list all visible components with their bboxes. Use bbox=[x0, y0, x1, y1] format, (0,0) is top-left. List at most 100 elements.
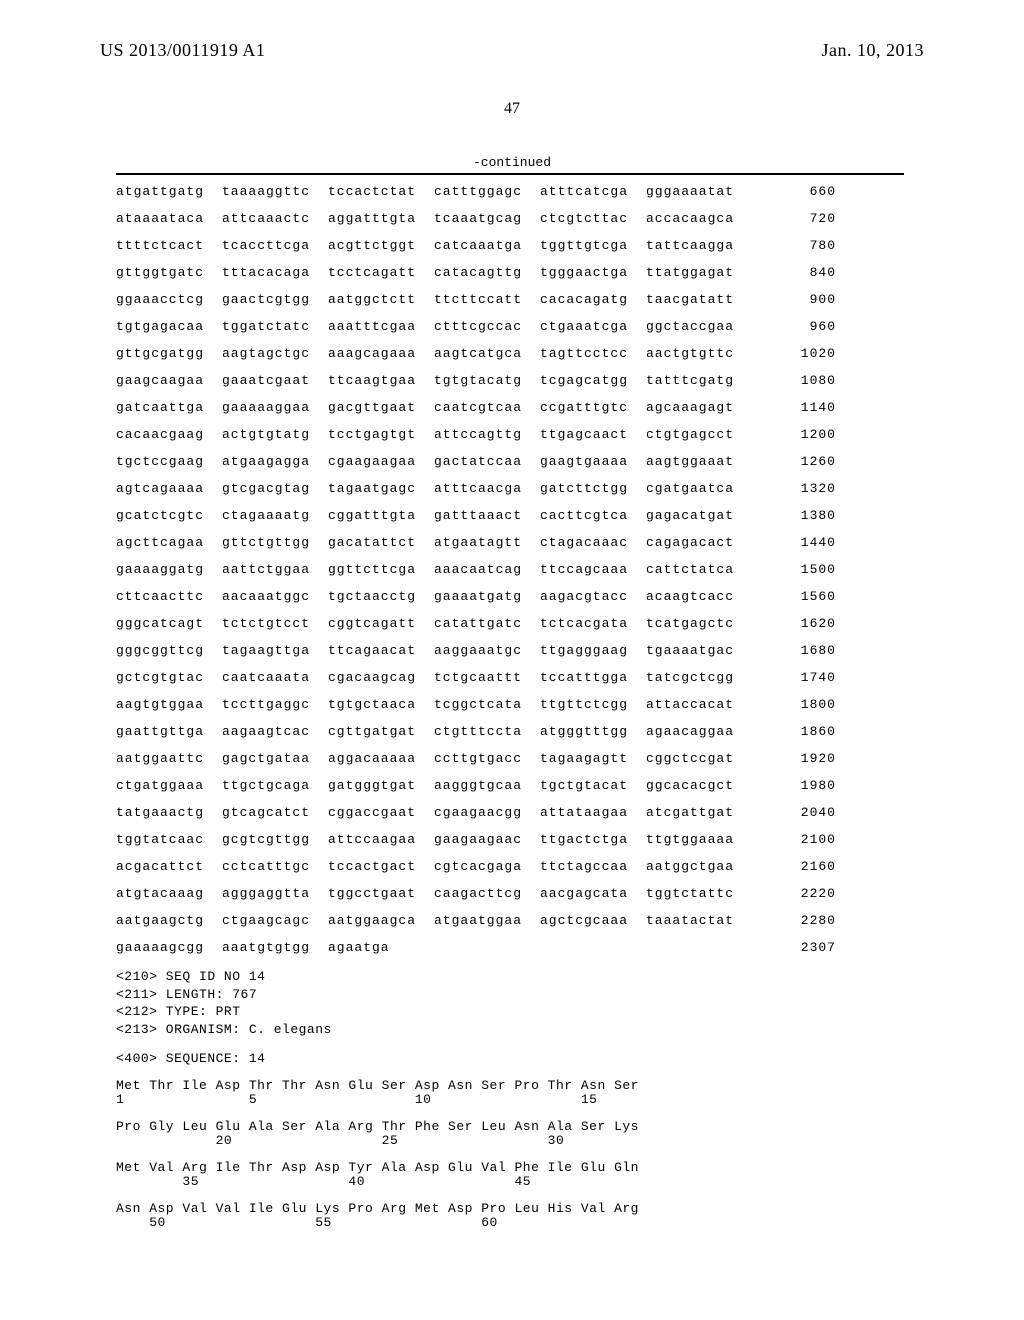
dna-groups: tggtatcaacgcgtcgttggattccaagaagaagaagaac… bbox=[116, 833, 756, 846]
protein-num-line: 50 55 60 bbox=[116, 1216, 904, 1229]
dna-groups: agtcagaaaagtcgacgtagtagaatgagcatttcaacga… bbox=[116, 482, 756, 495]
dna-position: 1260 bbox=[756, 455, 836, 468]
dna-position: 780 bbox=[756, 239, 836, 252]
dna-group: cgaagaagaa bbox=[328, 455, 434, 468]
dna-groups: aagtgtggaatccttgaggctgtgctaacatcggctcata… bbox=[116, 698, 756, 711]
meta-line: <213> ORGANISM: C. elegans bbox=[116, 1021, 904, 1039]
dna-group: tctctgtcct bbox=[222, 617, 328, 630]
dna-group: tggatctatc bbox=[222, 320, 328, 333]
dna-group: gggaaaatat bbox=[646, 185, 752, 198]
dna-group: cgaagaacgg bbox=[434, 806, 540, 819]
dna-row: gttgcgatggaagtagctgcaaagcagaaaaagtcatgca… bbox=[116, 347, 904, 360]
dna-group: aagaagtcac bbox=[222, 725, 328, 738]
dna-group: cacacagatg bbox=[540, 293, 646, 306]
dna-group: agcttcagaa bbox=[116, 536, 222, 549]
sequence-content: atgattgatgtaaaaggttctccactctatcatttggagc… bbox=[116, 185, 904, 1243]
protein-num-line: 1 5 10 15 bbox=[116, 1093, 904, 1106]
dna-groups: gggcatcagttctctgtcctcggtcagattcatattgatc… bbox=[116, 617, 756, 630]
dna-row: gttggtgatctttacacagatcctcagattcatacagttg… bbox=[116, 266, 904, 279]
dna-group: cgtcacgaga bbox=[434, 860, 540, 873]
publication-number: US 2013/0011919 A1 bbox=[100, 40, 265, 61]
dna-position: 2220 bbox=[756, 887, 836, 900]
dna-group bbox=[540, 941, 646, 954]
dna-group bbox=[646, 941, 752, 954]
protein-num-line: 35 40 45 bbox=[116, 1175, 904, 1188]
dna-position: 900 bbox=[756, 293, 836, 306]
dna-groups: gggcggttcgtagaagttgattcagaacataaggaaatgc… bbox=[116, 644, 756, 657]
rule-top bbox=[116, 173, 904, 175]
dna-group: tagaagagtt bbox=[540, 752, 646, 765]
dna-row: acgacattctcctcatttgctccactgactcgtcacgaga… bbox=[116, 860, 904, 873]
dna-group: gaattgttga bbox=[116, 725, 222, 738]
dna-groups: cttcaacttcaacaaatggctgctaacctggaaaatgatg… bbox=[116, 590, 756, 603]
dna-group: accacaagca bbox=[646, 212, 752, 225]
dna-group: acgttctggt bbox=[328, 239, 434, 252]
dna-group: cacaacgaag bbox=[116, 428, 222, 441]
dna-position: 1080 bbox=[756, 374, 836, 387]
dna-row: gatcaattgagaaaaaggaagacgttgaatcaatcgtcaa… bbox=[116, 401, 904, 414]
dna-group: ttgtggaaaa bbox=[646, 833, 752, 846]
dna-group: atgaagagga bbox=[222, 455, 328, 468]
dna-group: gacatattct bbox=[328, 536, 434, 549]
dna-group: aatggaagca bbox=[328, 914, 434, 927]
dna-position: 1020 bbox=[756, 347, 836, 360]
dna-group: atttcatcga bbox=[540, 185, 646, 198]
dna-groups: acgacattctcctcatttgctccactgactcgtcacgaga… bbox=[116, 860, 756, 873]
dna-group: attataagaa bbox=[540, 806, 646, 819]
dna-group: gcgtcgttgg bbox=[222, 833, 328, 846]
dna-group: tgaaaatgac bbox=[646, 644, 752, 657]
dna-group: ttgagcaact bbox=[540, 428, 646, 441]
dna-group: gatttaaact bbox=[434, 509, 540, 522]
dna-row: gcatctcgtcctagaaaatgcggatttgtagatttaaact… bbox=[116, 509, 904, 522]
dna-group: ataaaataca bbox=[116, 212, 222, 225]
dna-group: tagttcctcc bbox=[540, 347, 646, 360]
dna-groups: gctcgtgtaccaatcaaatacgacaagcagtctgcaattt… bbox=[116, 671, 756, 684]
dna-groups: ctgatggaaattgctgcagagatgggtgataagggtgcaa… bbox=[116, 779, 756, 792]
dna-group: gcatctcgtc bbox=[116, 509, 222, 522]
dna-group: aggatttgta bbox=[328, 212, 434, 225]
dna-row: aagtgtggaatccttgaggctgtgctaacatcggctcata… bbox=[116, 698, 904, 711]
dna-position: 1920 bbox=[756, 752, 836, 765]
dna-group: gttggtgatc bbox=[116, 266, 222, 279]
publication-date: Jan. 10, 2013 bbox=[822, 40, 925, 61]
dna-group: gatcttctgg bbox=[540, 482, 646, 495]
dna-row: tggtatcaacgcgtcgttggattccaagaagaagaagaac… bbox=[116, 833, 904, 846]
dna-row: aatgaagctgctgaagcagcaatggaagcaatgaatggaa… bbox=[116, 914, 904, 927]
dna-group: tcctcagatt bbox=[328, 266, 434, 279]
dna-group: aaatttcgaa bbox=[328, 320, 434, 333]
dna-group: gacgttgaat bbox=[328, 401, 434, 414]
dna-row: gaaaaagcggaaatgtgtggagaatga2307 bbox=[116, 941, 904, 954]
dna-group: ggcacacgct bbox=[646, 779, 752, 792]
dna-group: aagacgtacc bbox=[540, 590, 646, 603]
dna-groups: atgtacaaagagggaggttatggcctgaatcaagacttcg… bbox=[116, 887, 756, 900]
meta-line: <210> SEQ ID NO 14 bbox=[116, 968, 904, 986]
dna-group: tgctaacctg bbox=[328, 590, 434, 603]
dna-row: ggaaacctcggaactcgtggaatggctcttttcttccatt… bbox=[116, 293, 904, 306]
dna-group: aatggctctt bbox=[328, 293, 434, 306]
dna-group: aagtcatgca bbox=[434, 347, 540, 360]
dna-groups: gttgcgatggaagtagctgcaaagcagaaaaagtcatgca… bbox=[116, 347, 756, 360]
dna-position: 960 bbox=[756, 320, 836, 333]
dna-group: agaacaggaa bbox=[646, 725, 752, 738]
dna-group: cggaccgaat bbox=[328, 806, 434, 819]
dna-group: gttgcgatgg bbox=[116, 347, 222, 360]
dna-group: ttgttctcgg bbox=[540, 698, 646, 711]
dna-row: agcttcagaagttctgttgggacatattctatgaatagtt… bbox=[116, 536, 904, 549]
dna-group: gagacatgat bbox=[646, 509, 752, 522]
dna-groups: tatgaaactggtcagcatctcggaccgaatcgaagaacgg… bbox=[116, 806, 756, 819]
dna-position: 2160 bbox=[756, 860, 836, 873]
dna-position: 1500 bbox=[756, 563, 836, 576]
dna-group: tctcacgata bbox=[540, 617, 646, 630]
dna-group: gaactcgtgg bbox=[222, 293, 328, 306]
dna-group: acgacattct bbox=[116, 860, 222, 873]
dna-group: cacttcgtca bbox=[540, 509, 646, 522]
dna-position: 1440 bbox=[756, 536, 836, 549]
dna-group: ttcagaacat bbox=[328, 644, 434, 657]
dna-group: tcggctcata bbox=[434, 698, 540, 711]
dna-group: cttcaacttc bbox=[116, 590, 222, 603]
dna-row: cttcaacttcaacaaatggctgctaacctggaaaatgatg… bbox=[116, 590, 904, 603]
dna-group: tcaccttcga bbox=[222, 239, 328, 252]
dna-group: atgattgatg bbox=[116, 185, 222, 198]
dna-row: ataaaatacaattcaaactcaggatttgtatcaaatgcag… bbox=[116, 212, 904, 225]
dna-row: tgctccgaagatgaagaggacgaagaagaagactatccaa… bbox=[116, 455, 904, 468]
